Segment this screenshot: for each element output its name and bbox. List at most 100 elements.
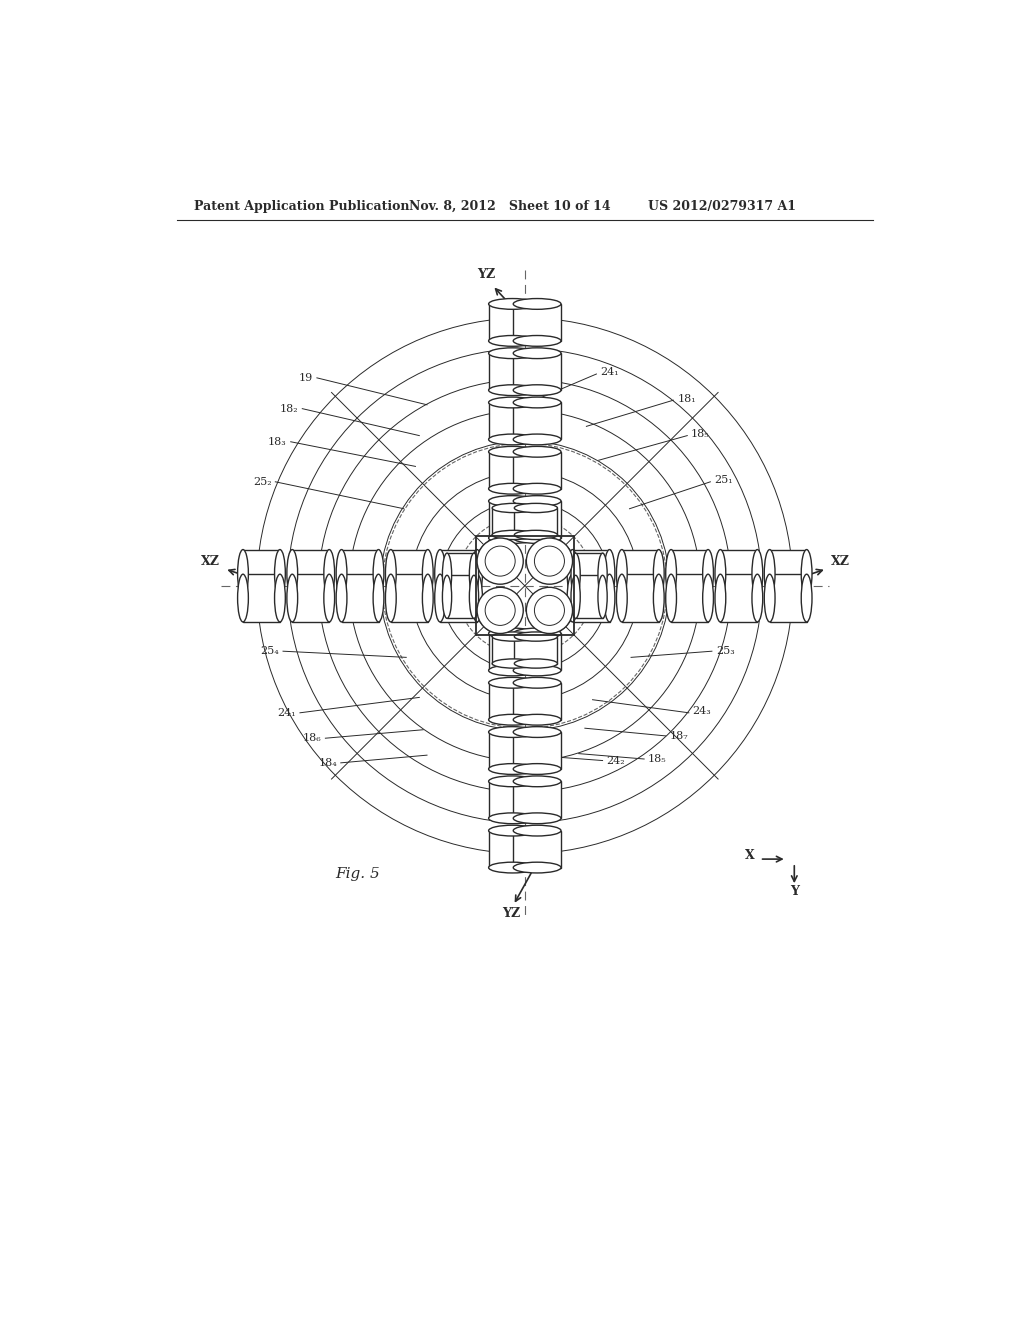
Bar — [513, 451, 561, 488]
Ellipse shape — [274, 574, 286, 622]
Text: 24₃: 24₃ — [692, 706, 712, 717]
Circle shape — [485, 546, 515, 576]
Bar — [488, 403, 537, 440]
Ellipse shape — [324, 549, 335, 597]
Text: 18₇: 18₇ — [670, 731, 688, 741]
Circle shape — [477, 539, 523, 585]
Bar — [243, 549, 280, 597]
Bar — [493, 508, 536, 535]
Bar — [440, 549, 477, 597]
Bar — [572, 549, 609, 597]
Ellipse shape — [435, 549, 445, 597]
Text: Nov. 8, 2012   Sheet 10 of 14: Nov. 8, 2012 Sheet 10 of 14 — [410, 199, 611, 213]
Ellipse shape — [715, 549, 726, 597]
Bar — [488, 830, 537, 867]
Ellipse shape — [513, 763, 561, 775]
Bar — [488, 733, 537, 770]
Bar — [513, 682, 561, 719]
Bar — [488, 682, 537, 719]
Text: 25₄: 25₄ — [260, 647, 280, 656]
Text: 18₂: 18₂ — [280, 404, 298, 413]
Ellipse shape — [238, 574, 249, 622]
Ellipse shape — [514, 659, 557, 668]
Bar — [572, 574, 609, 622]
Text: YZ: YZ — [477, 268, 496, 281]
Ellipse shape — [442, 576, 452, 618]
Bar — [488, 502, 537, 539]
Ellipse shape — [472, 549, 482, 597]
Text: 18₅: 18₅ — [648, 754, 667, 764]
Ellipse shape — [488, 446, 537, 457]
Ellipse shape — [513, 298, 561, 309]
Ellipse shape — [598, 576, 607, 618]
Ellipse shape — [513, 397, 561, 408]
Ellipse shape — [493, 659, 536, 668]
Bar — [493, 636, 536, 664]
Text: 5₁: 5₁ — [531, 315, 543, 326]
Bar — [671, 574, 708, 622]
Ellipse shape — [488, 677, 537, 688]
Ellipse shape — [488, 714, 537, 725]
Text: 18₅: 18₅ — [691, 429, 710, 440]
Ellipse shape — [385, 574, 396, 622]
Text: X: X — [744, 849, 755, 862]
Text: 25₁: 25₁ — [714, 475, 733, 486]
Ellipse shape — [488, 385, 537, 396]
Ellipse shape — [513, 483, 561, 494]
Ellipse shape — [513, 434, 561, 445]
Bar — [513, 354, 561, 391]
Bar — [488, 304, 537, 341]
Ellipse shape — [287, 574, 298, 622]
Ellipse shape — [488, 532, 537, 544]
Ellipse shape — [373, 574, 384, 622]
Ellipse shape — [493, 531, 536, 540]
Ellipse shape — [238, 549, 249, 597]
Circle shape — [485, 595, 515, 626]
Ellipse shape — [513, 628, 561, 639]
Ellipse shape — [616, 549, 628, 597]
Text: Fig. 5: Fig. 5 — [335, 867, 380, 882]
Ellipse shape — [752, 574, 763, 622]
Ellipse shape — [514, 503, 557, 512]
Bar — [488, 354, 537, 391]
Text: 18₃: 18₃ — [268, 437, 287, 446]
Ellipse shape — [373, 549, 384, 597]
Ellipse shape — [488, 335, 537, 346]
Text: XY: XY — [442, 568, 461, 581]
Circle shape — [477, 587, 523, 634]
Bar — [342, 549, 379, 597]
Ellipse shape — [604, 549, 614, 597]
Text: 25₂: 25₂ — [253, 477, 271, 487]
Ellipse shape — [702, 574, 714, 622]
Ellipse shape — [616, 574, 628, 622]
Ellipse shape — [336, 574, 347, 622]
Ellipse shape — [469, 576, 478, 618]
Bar — [513, 634, 561, 671]
Ellipse shape — [488, 298, 537, 309]
Bar — [391, 574, 428, 622]
Ellipse shape — [488, 665, 537, 676]
Bar — [513, 403, 561, 440]
Ellipse shape — [513, 665, 561, 676]
Bar — [720, 574, 758, 622]
Ellipse shape — [469, 553, 478, 597]
Bar — [391, 549, 428, 597]
Bar — [488, 781, 537, 818]
Bar — [770, 549, 807, 597]
Text: Y: Y — [790, 886, 799, 899]
Ellipse shape — [488, 763, 537, 775]
Text: 5₃: 5₃ — [795, 591, 806, 602]
Bar — [513, 304, 561, 341]
Ellipse shape — [513, 726, 561, 738]
Text: XZ: XZ — [831, 554, 850, 568]
Ellipse shape — [513, 335, 561, 346]
Ellipse shape — [571, 553, 581, 597]
Ellipse shape — [488, 348, 537, 359]
Bar — [488, 451, 537, 488]
Text: 24₁: 24₁ — [278, 708, 296, 718]
Ellipse shape — [513, 385, 561, 396]
Bar — [513, 733, 561, 770]
Text: US 2012/0279317 A1: US 2012/0279317 A1 — [648, 199, 796, 213]
Ellipse shape — [488, 483, 537, 494]
Text: 24₂: 24₂ — [606, 755, 625, 766]
